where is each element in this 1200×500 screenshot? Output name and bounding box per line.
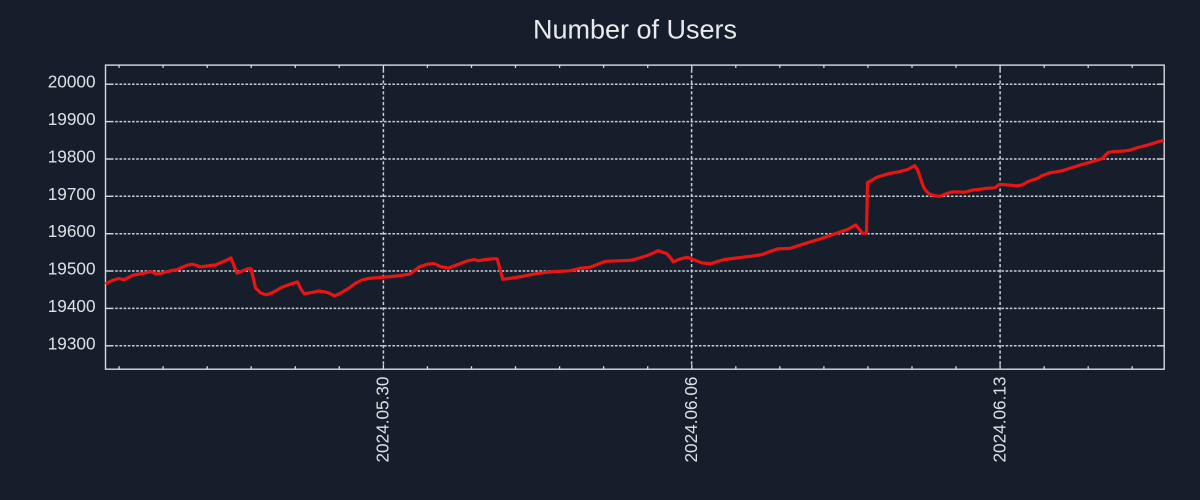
svg-text:Number of Users: Number of Users	[533, 15, 737, 45]
svg-text:20000: 20000	[48, 72, 96, 92]
svg-text:19500: 19500	[48, 259, 96, 279]
svg-text:2024.06.13: 2024.06.13	[989, 377, 1009, 463]
svg-text:19600: 19600	[48, 221, 96, 241]
svg-text:19300: 19300	[48, 333, 96, 353]
svg-text:2024.06.06: 2024.06.06	[681, 377, 701, 463]
svg-text:19400: 19400	[48, 296, 96, 316]
svg-text:19800: 19800	[48, 147, 96, 167]
svg-text:2024.05.30: 2024.05.30	[373, 377, 393, 463]
svg-text:19900: 19900	[48, 109, 96, 129]
svg-text:19700: 19700	[48, 184, 96, 204]
